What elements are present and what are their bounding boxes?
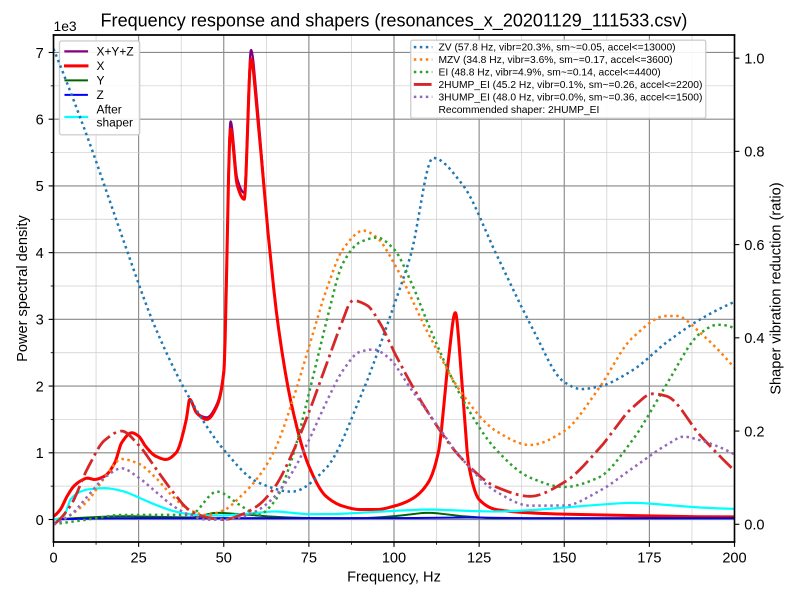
svg-text:200: 200: [722, 550, 746, 566]
svg-text:1e3: 1e3: [54, 18, 77, 34]
svg-text:Frequency response and shapers: Frequency response and shapers (resonanc…: [101, 11, 688, 32]
svg-text:75: 75: [301, 550, 317, 566]
svg-text:2: 2: [36, 379, 44, 395]
svg-text:25: 25: [131, 550, 147, 566]
svg-text:4: 4: [36, 246, 44, 262]
svg-text:EI (48.8 Hz, vibr=4.9%, sm~=0.: EI (48.8 Hz, vibr=4.9%, sm~=0.14, accel<…: [438, 68, 660, 79]
svg-text:3: 3: [36, 313, 44, 329]
svg-text:0.0: 0.0: [744, 518, 764, 534]
svg-text:ZV (57.8 Hz, vibr=20.3%, sm~=0: ZV (57.8 Hz, vibr=20.3%, sm~=0.05, accel…: [438, 43, 675, 54]
svg-text:175: 175: [637, 550, 661, 566]
svg-text:1: 1: [36, 446, 44, 462]
svg-text:6: 6: [36, 112, 44, 128]
svg-text:Shaper vibration reduction (ra: Shaper vibration reduction (ratio): [769, 182, 785, 394]
svg-text:0.2: 0.2: [744, 424, 764, 440]
svg-text:0: 0: [36, 513, 44, 529]
svg-text:100: 100: [382, 550, 406, 566]
svg-text:MZV (34.8 Hz, vibr=3.6%, sm~=0: MZV (34.8 Hz, vibr=3.6%, sm~=0.17, accel…: [438, 55, 672, 66]
svg-text:X: X: [97, 59, 105, 73]
svg-text:Power spectral density: Power spectral density: [15, 214, 31, 361]
svg-text:Recommended shaper: 2HUMP_EI: Recommended shaper: 2HUMP_EI: [438, 105, 599, 116]
svg-text:5: 5: [36, 179, 44, 195]
svg-text:125: 125: [467, 550, 491, 566]
svg-text:0: 0: [49, 550, 57, 566]
svg-text:3HUMP_EI (48.0 Hz, vibr=0.0%,: 3HUMP_EI (48.0 Hz, vibr=0.0%, sm~=0.36, …: [438, 93, 702, 104]
svg-text:2HUMP_EI (45.2 Hz, vibr=0.1%,: 2HUMP_EI (45.2 Hz, vibr=0.1%, sm~=0.26, …: [438, 80, 702, 91]
svg-text:50: 50: [216, 550, 232, 566]
svg-text:Z: Z: [97, 88, 104, 102]
svg-text:Y: Y: [97, 74, 105, 88]
svg-text:0.4: 0.4: [744, 331, 764, 347]
svg-text:X+Y+Z: X+Y+Z: [97, 45, 134, 59]
svg-text:0.8: 0.8: [744, 145, 764, 161]
svg-text:7: 7: [36, 46, 44, 62]
svg-text:150: 150: [552, 550, 576, 566]
svg-text:0.6: 0.6: [744, 238, 764, 254]
svg-text:shaper: shaper: [97, 115, 134, 129]
svg-text:Frequency, Hz: Frequency, Hz: [347, 569, 441, 585]
svg-text:1.0: 1.0: [744, 51, 764, 67]
